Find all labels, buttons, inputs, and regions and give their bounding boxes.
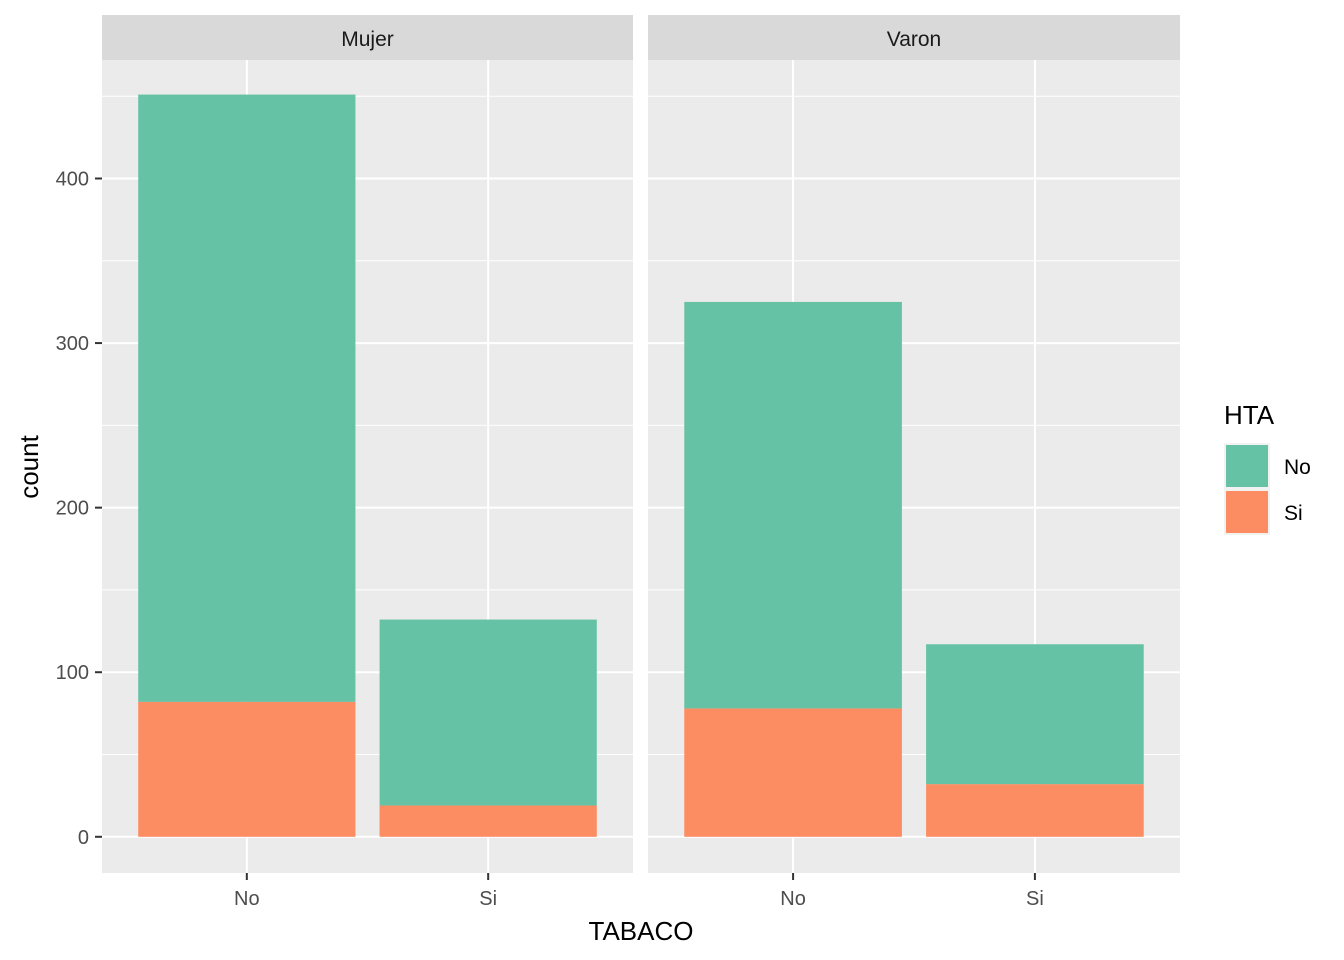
facet-panel-varon: Varon No Si bbox=[648, 15, 1180, 910]
bar-varon-tabaco-si-hta-no bbox=[926, 644, 1144, 785]
facet-strip-label: Mujer bbox=[341, 28, 394, 51]
facet-panels: Mujer No Si Varon No Si bbox=[102, 15, 1180, 910]
y-tick-label: 400 bbox=[56, 168, 89, 190]
legend: HTA No Si bbox=[1224, 400, 1311, 535]
x-tick-label: No bbox=[780, 888, 806, 910]
facet-strip-label: Varon bbox=[887, 28, 941, 51]
bar-mujer-tabaco-si-hta-no bbox=[379, 619, 597, 806]
bar-mujer-tabaco-no-hta-no bbox=[138, 94, 356, 702]
facet-strip bbox=[102, 15, 633, 60]
legend-key-si bbox=[1226, 491, 1268, 533]
bar-mujer-tabaco-si-hta-si bbox=[379, 805, 597, 837]
legend-label-si: Si bbox=[1284, 502, 1303, 525]
legend-title: HTA bbox=[1224, 400, 1275, 430]
x-tick-label: No bbox=[234, 888, 260, 910]
facet-panel-mujer: Mujer No Si bbox=[102, 15, 633, 910]
y-tick-label: 0 bbox=[78, 827, 89, 849]
bar-varon-tabaco-no-hta-si bbox=[684, 708, 902, 837]
y-tick-label: 300 bbox=[56, 333, 89, 355]
bar-varon-tabaco-si-hta-si bbox=[926, 784, 1144, 837]
y-axis: 0 100 200 300 400 bbox=[56, 168, 102, 849]
legend-key-no bbox=[1226, 445, 1268, 487]
x-tick-label: Si bbox=[1026, 888, 1044, 910]
y-tick-label: 200 bbox=[56, 498, 89, 520]
y-tick-label: 100 bbox=[56, 662, 89, 684]
facet-strip bbox=[648, 15, 1180, 60]
y-axis-title: count bbox=[14, 434, 44, 498]
x-tick-label: Si bbox=[479, 888, 497, 910]
bar-mujer-tabaco-no-hta-si bbox=[138, 701, 356, 837]
legend-label-no: No bbox=[1284, 456, 1311, 479]
x-axis-title: TABACO bbox=[589, 916, 694, 946]
bar-varon-tabaco-no-hta-no bbox=[684, 301, 902, 709]
